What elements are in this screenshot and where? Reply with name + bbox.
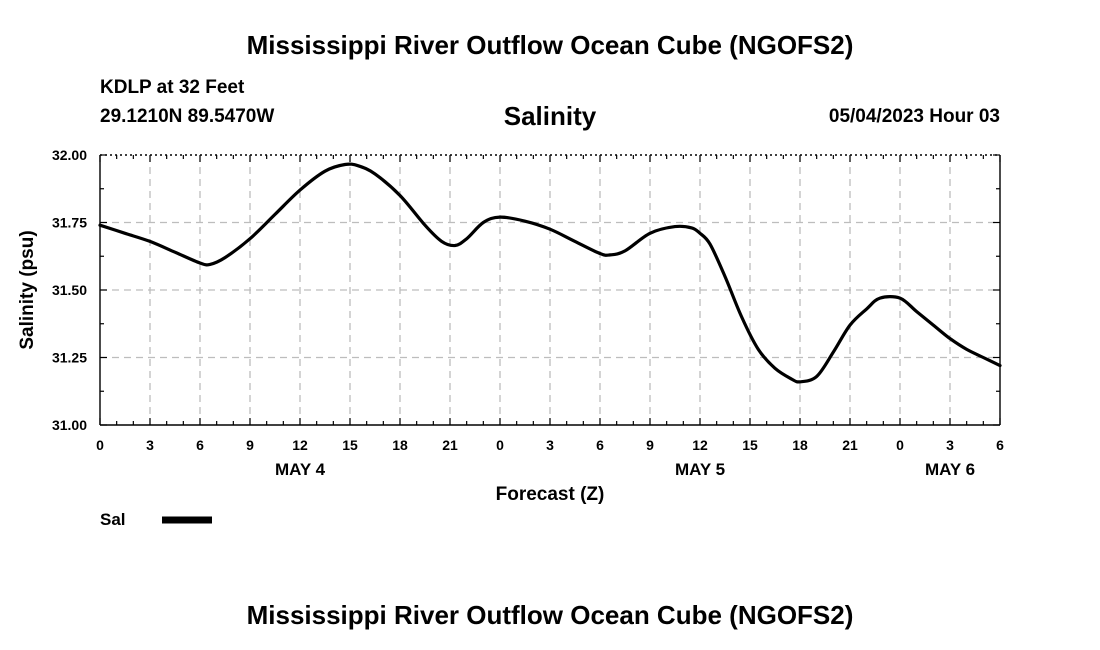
x-tick-label: 15 bbox=[342, 437, 358, 453]
grid bbox=[100, 155, 1000, 425]
x-tick-label: 21 bbox=[842, 437, 858, 453]
x-tick-label: 21 bbox=[442, 437, 458, 453]
x-tick-label: 12 bbox=[292, 437, 308, 453]
y-tick-label: 31.25 bbox=[52, 350, 87, 366]
x-tick-label: 0 bbox=[96, 437, 104, 453]
chart-title-bottom: Mississippi River Outflow Ocean Cube (NG… bbox=[246, 600, 854, 630]
x-tick-label: 9 bbox=[246, 437, 254, 453]
x-tick-label: 0 bbox=[896, 437, 904, 453]
x-tick-label: 12 bbox=[692, 437, 708, 453]
legend-label: Sal bbox=[100, 510, 126, 529]
date-label: MAY 5 bbox=[675, 460, 725, 479]
axes bbox=[99, 154, 1001, 426]
date-label: MAY 4 bbox=[275, 460, 326, 479]
series-line-salinity bbox=[98, 162, 1002, 384]
station-label: KDLP at 32 Feet bbox=[100, 77, 245, 98]
axis-labels: 31.00 31.25 31.50 31.75 32.00 0 3 6 9 12 15 18 21 0 3 6… bbox=[17, 147, 1004, 505]
y-tick-label: 32.00 bbox=[52, 147, 87, 163]
y-axis-title: Salinity (psu) bbox=[17, 230, 38, 349]
x-tick-label: 3 bbox=[546, 437, 554, 453]
x-tick-label: 6 bbox=[996, 437, 1004, 453]
y-tick-label: 31.75 bbox=[52, 215, 87, 231]
x-tick-label: 3 bbox=[946, 437, 954, 453]
x-tick-label: 0 bbox=[496, 437, 504, 453]
chart-title-top: Mississippi River Outflow Ocean Cube (NG… bbox=[246, 30, 854, 60]
date-label: MAY 6 bbox=[925, 460, 975, 479]
y-tick-label: 31.50 bbox=[52, 282, 87, 298]
x-tick-label: 6 bbox=[196, 437, 204, 453]
forecast-datetime: 05/04/2023 Hour 03 bbox=[828, 106, 1000, 127]
x-tick-label: 3 bbox=[146, 437, 154, 453]
x-tick-label: 18 bbox=[792, 437, 808, 453]
y-tick-label: 31.00 bbox=[52, 417, 87, 433]
chart-subtitle: Salinity bbox=[503, 101, 597, 131]
x-tick-label: 18 bbox=[392, 437, 408, 453]
x-axis-title: Forecast (Z) bbox=[496, 484, 605, 505]
x-tick-label: 9 bbox=[646, 437, 654, 453]
x-tick-label: 6 bbox=[596, 437, 604, 453]
series-layer bbox=[98, 162, 1002, 384]
coordinates-label: 29.1210N 89.5470W bbox=[100, 106, 275, 127]
x-tick-label: 15 bbox=[742, 437, 758, 453]
legend: Sal bbox=[100, 510, 212, 529]
